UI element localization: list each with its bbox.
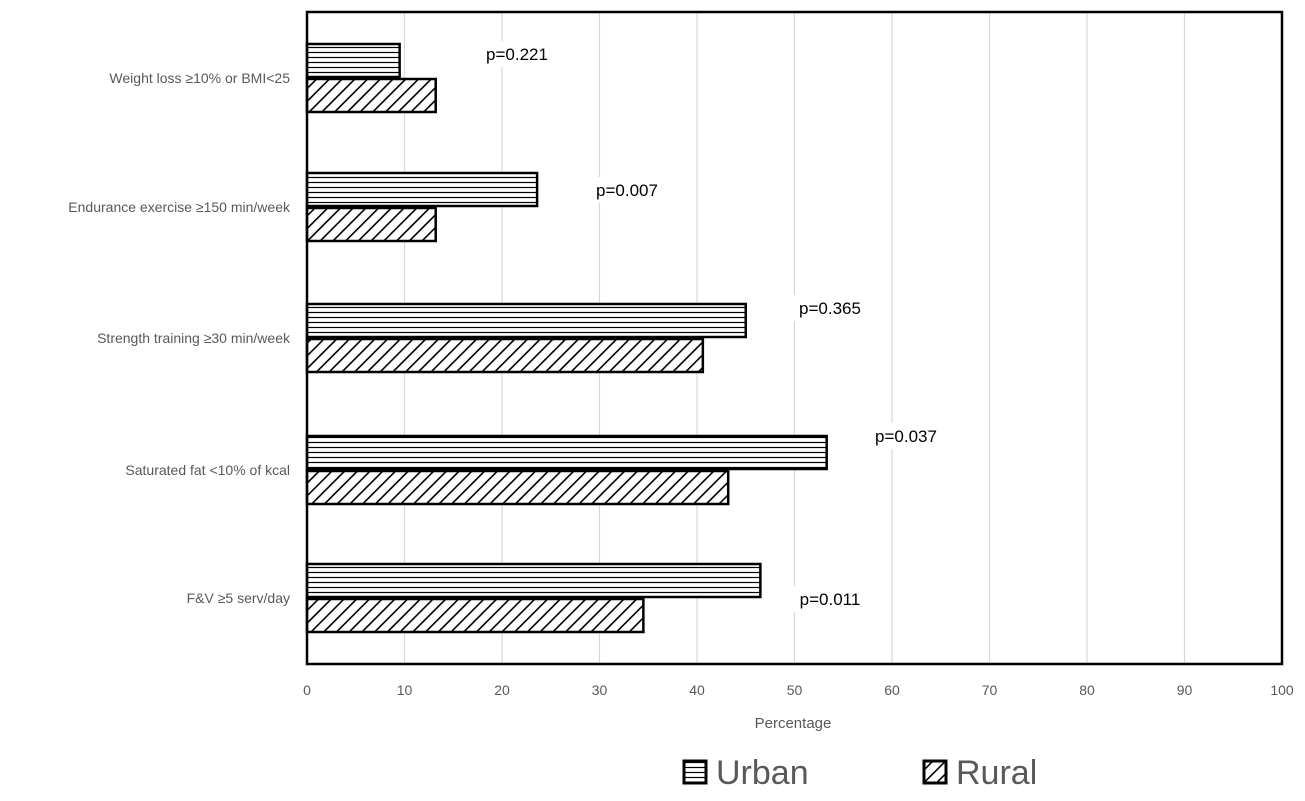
x-tick-label-100: 100: [1270, 682, 1294, 698]
p-label-bg-4: [789, 586, 871, 612]
category-label-1: Endurance exercise ≥150 min/week: [68, 199, 291, 215]
p-value-label-0: p=0.221: [486, 45, 548, 64]
p-value-annotations: p=0.221 p=0.007 p=0.365 p=0.037 p=0.011: [476, 41, 947, 612]
plot-border: [305, 10, 1284, 666]
x-tick-label-90: 90: [1177, 682, 1193, 698]
p-label-bg-3: [865, 423, 947, 449]
legend-item-urban: Urban: [682, 754, 809, 792]
legend: Urban Rural: [682, 754, 1037, 792]
x-tick-label-50: 50: [787, 682, 803, 698]
bar-rural-4: [305, 597, 645, 634]
legend-label-rural: Rural: [956, 754, 1037, 792]
x-tick-label-80: 80: [1079, 682, 1095, 698]
x-tick-label-20: 20: [494, 682, 510, 698]
bar-urban-1: [305, 171, 539, 208]
category-labels: Weight loss ≥10% or BMI<25 Endurance exer…: [68, 70, 291, 606]
p-label-bg-0: [476, 41, 558, 67]
bar-urban-2: [305, 302, 747, 339]
p-value-label-3: p=0.037: [875, 427, 937, 446]
bar-rural-0: [305, 77, 437, 114]
bar-rural-2: [305, 337, 705, 374]
legend-swatch-urban: [682, 759, 708, 785]
bar-urban-3: [305, 434, 828, 471]
p-value-label-2: p=0.365: [799, 299, 861, 318]
p-value-label-4: p=0.011: [800, 590, 861, 609]
legend-item-rural: Rural: [922, 754, 1037, 792]
x-tick-label-40: 40: [689, 682, 705, 698]
legend-label-urban: Urban: [716, 754, 809, 792]
plot-frame: [305, 10, 1284, 666]
p-label-bg-1: [586, 177, 668, 203]
bars: [305, 42, 828, 634]
x-axis-title: Percentage: [755, 715, 832, 732]
category-label-0: Weight loss ≥10% or BMI<25: [109, 70, 290, 86]
grid-lines: [403, 12, 1186, 664]
x-tick-label-70: 70: [982, 682, 998, 698]
bar-urban-0: [305, 42, 401, 79]
bar-rural-3: [305, 469, 730, 506]
p-value-label-1: p=0.007: [596, 181, 658, 200]
x-tick-labels: 0 10 20 30 40 50 60 70 80 90 100: [303, 682, 1294, 698]
category-label-4: F&V ≥5 serv/day: [187, 590, 290, 606]
category-label-2: Strength training ≥30 min/week: [97, 330, 291, 346]
x-tick-label-0: 0: [303, 682, 311, 698]
legend-swatch-rural: [922, 759, 948, 785]
category-label-3: Saturated fat <10% of kcal: [125, 462, 290, 478]
x-tick-label-10: 10: [397, 682, 413, 698]
p-label-bg-2: [789, 295, 871, 321]
x-tick-label-60: 60: [884, 682, 900, 698]
bar-urban-4: [305, 562, 762, 599]
bar-rural-1: [305, 206, 437, 243]
x-tick-label-30: 30: [592, 682, 608, 698]
